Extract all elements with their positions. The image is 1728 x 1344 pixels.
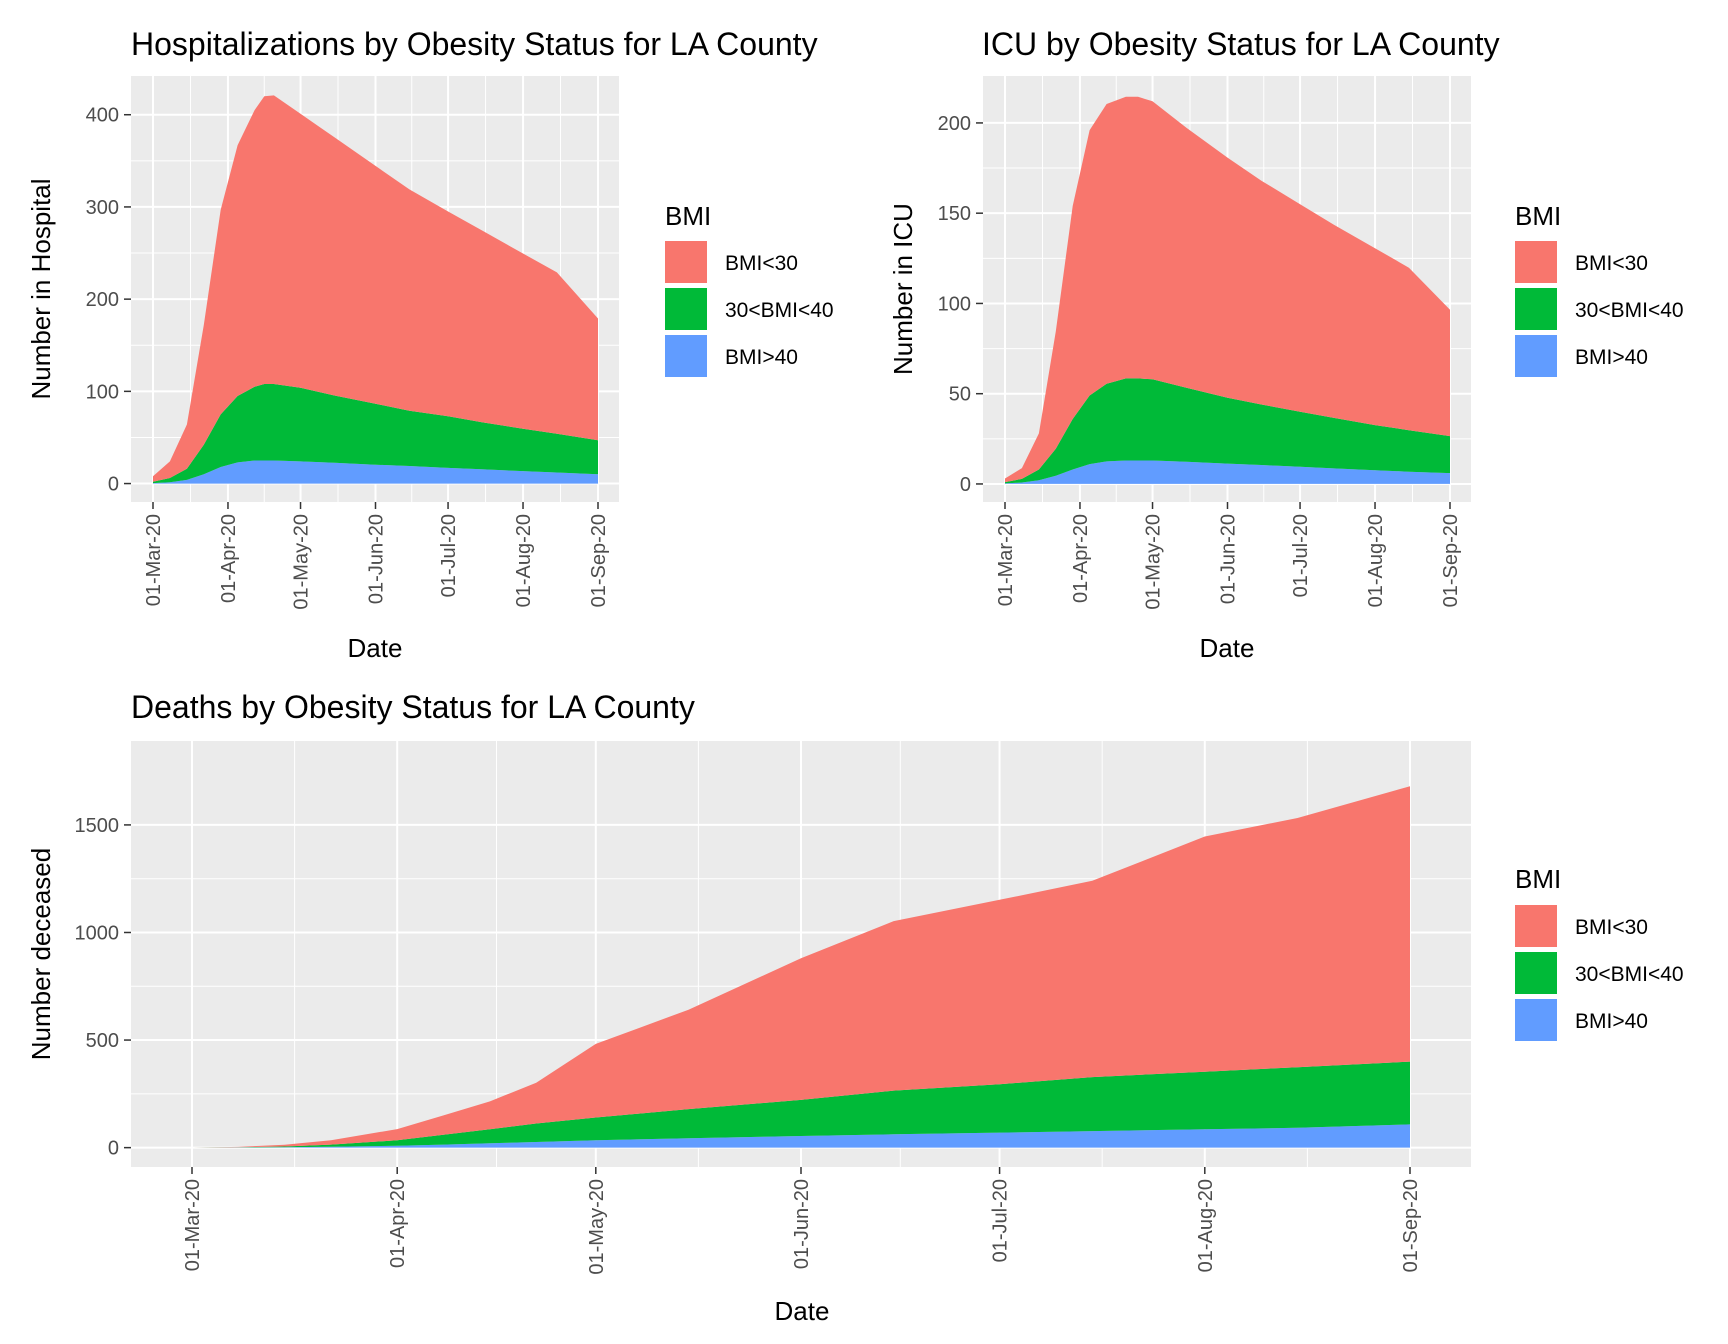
icu-x-tick-label: 01-Jun-20 <box>1218 514 1240 604</box>
hospital-y-ticks: 0 100 200 300 400 <box>86 105 131 496</box>
deaths-x-tick-label: 01-Jul-20 <box>990 1179 1012 1262</box>
icu-x-tick-label: 01-Aug-20 <box>1365 514 1387 607</box>
deaths-legend-label-bmi-30-40: 30<BMI<40 <box>1575 963 1684 986</box>
deaths-bmi-30-40-area <box>192 1061 1410 1148</box>
hospital-x-tick-label: 01-May-20 <box>291 514 313 610</box>
icu-bmi-30-40-area <box>1005 378 1450 484</box>
deaths-y-ticks: 0 500 1000 1500 <box>75 815 131 1160</box>
deaths-x-tick-label: 01-Jun-20 <box>791 1179 813 1269</box>
icu-x-tick-label: 01-Jul-20 <box>1290 514 1312 597</box>
icu-y-tick-label: 200 <box>938 113 971 135</box>
deaths-legend-key-bmi-under-30 <box>1515 905 1557 947</box>
deaths-legend-label-bmi-over-40: BMI>40 <box>1575 1010 1648 1033</box>
deaths-bmi-under-30-area <box>192 786 1410 1148</box>
hospital-legend: BMI BMI<30 30<BMI<40 BMI>40 <box>665 201 834 377</box>
deaths-legend-key-bmi-30-40 <box>1515 952 1557 994</box>
icu-chart-title: ICU by Obesity Status for LA County <box>982 26 1500 62</box>
icu-y-tick-label: 150 <box>938 203 971 225</box>
hospital-legend-key-bmi-over-40 <box>665 335 707 377</box>
hospital-y-tick-label: 400 <box>86 105 119 127</box>
icu-x-tick-label: 01-Sep-20 <box>1440 514 1462 607</box>
hospital-x-axis-title: Date <box>348 633 403 663</box>
deaths-y-tick-label: 500 <box>86 1030 119 1052</box>
hospital-y-tick-label: 100 <box>86 381 119 403</box>
deaths-x-axis-title: Date <box>775 1296 830 1326</box>
icu-legend-key-bmi-30-40 <box>1515 288 1557 330</box>
icu-y-axis-title: Number in ICU <box>888 203 918 375</box>
hospital-areas <box>153 95 598 484</box>
deaths-x-tick-label: 01-Apr-20 <box>387 1179 409 1268</box>
hospital-y-tick-label: 300 <box>86 197 119 219</box>
hospital-bmi-under-30-area <box>153 95 598 482</box>
hospital-bmi-over-40-area <box>153 460 598 484</box>
deaths-y-tick-label: 1000 <box>75 922 120 944</box>
hospital-legend-key-bmi-under-30 <box>665 241 707 283</box>
deaths-y-tick-label: 1500 <box>75 815 120 837</box>
icu-legend-key-bmi-under-30 <box>1515 241 1557 283</box>
hospital-x-tick-label: 01-Jul-20 <box>438 514 460 597</box>
icu-legend-label-bmi-over-40: BMI>40 <box>1575 346 1648 369</box>
icu-panel: ICU by Obesity Status for LA County 0 50 1… <box>888 26 1684 663</box>
icu-legend-label-bmi-30-40: 30<BMI<40 <box>1575 299 1684 322</box>
icu-y-tick-label: 0 <box>960 474 971 496</box>
hospital-legend-key-bmi-30-40 <box>665 288 707 330</box>
icu-x-axis-title: Date <box>1200 633 1255 663</box>
hospital-y-tick-label: 0 <box>108 474 119 496</box>
deaths-legend-key-bmi-over-40 <box>1515 999 1557 1041</box>
icu-bmi-over-40-area <box>1005 460 1450 484</box>
hospital-y-tick-label: 200 <box>86 289 119 311</box>
hospital-y-axis-title: Number in Hospital <box>26 178 56 399</box>
hospital-bmi-30-40-area <box>153 384 598 484</box>
deaths-panel: Deaths by Obesity Status for LA County 0… <box>26 689 1684 1326</box>
icu-y-tick-label: 50 <box>949 384 971 406</box>
deaths-legend-title: BMI <box>1515 864 1561 894</box>
deaths-chart-title: Deaths by Obesity Status for LA County <box>131 689 695 725</box>
hospital-chart-title: Hospitalizations by Obesity Status for L… <box>131 26 818 62</box>
deaths-legend: BMI BMI<30 30<BMI<40 BMI>40 <box>1515 864 1684 1041</box>
hospital-x-tick-label: 01-Jun-20 <box>366 514 388 604</box>
icu-legend-key-bmi-over-40 <box>1515 335 1557 377</box>
icu-bmi-under-30-area <box>1005 96 1450 483</box>
deaths-y-tick-label: 0 <box>108 1138 119 1160</box>
hospital-x-tick-label: 01-Apr-20 <box>218 514 240 603</box>
hospital-legend-label-bmi-under-30: BMI<30 <box>725 252 798 275</box>
icu-legend-label-bmi-under-30: BMI<30 <box>1575 252 1648 275</box>
hospital-x-tick-label: 01-Aug-20 <box>513 514 535 607</box>
deaths-x-tick-label: 01-Sep-20 <box>1400 1179 1422 1272</box>
deaths-y-axis-title: Number deceased <box>26 848 56 1060</box>
deaths-legend-label-bmi-under-30: BMI<30 <box>1575 916 1648 939</box>
icu-y-ticks: 0 50 100 150 200 <box>938 113 983 496</box>
hospital-legend-label-bmi-30-40: 30<BMI<40 <box>725 299 834 322</box>
deaths-areas <box>192 786 1410 1148</box>
icu-x-tick-label: 01-Mar-20 <box>995 514 1017 606</box>
icu-x-ticks: 01-Mar-20 01-Apr-20 01-May-20 01-Jun-20 01-J… <box>995 502 1462 610</box>
hospital-legend-label-bmi-over-40: BMI>40 <box>725 346 798 369</box>
deaths-x-tick-label: 01-Aug-20 <box>1195 1179 1217 1272</box>
deaths-x-tick-label: 01-Mar-20 <box>182 1179 204 1271</box>
hospital-x-tick-label: 01-Sep-20 <box>588 514 610 607</box>
icu-legend: BMI BMI<30 30<BMI<40 BMI>40 <box>1515 201 1684 377</box>
icu-y-tick-label: 100 <box>938 293 971 315</box>
hospital-panel: Hospitalizations by Obesity Status for L… <box>26 26 834 663</box>
icu-areas <box>1005 96 1450 484</box>
icu-legend-title: BMI <box>1515 201 1561 231</box>
icu-x-tick-label: 01-Apr-20 <box>1070 514 1092 603</box>
icu-x-tick-label: 01-May-20 <box>1143 514 1165 610</box>
deaths-x-ticks: 01-Mar-20 01-Apr-20 01-May-20 01-Jun-20 01-J… <box>182 1167 1422 1275</box>
hospital-x-tick-label: 01-Mar-20 <box>143 514 165 606</box>
deaths-x-tick-label: 01-May-20 <box>586 1179 608 1275</box>
hospital-x-ticks: 01-Mar-20 01-Apr-20 01-May-20 01-Jun-20 01-J… <box>143 502 610 610</box>
hospital-legend-title: BMI <box>665 201 711 231</box>
